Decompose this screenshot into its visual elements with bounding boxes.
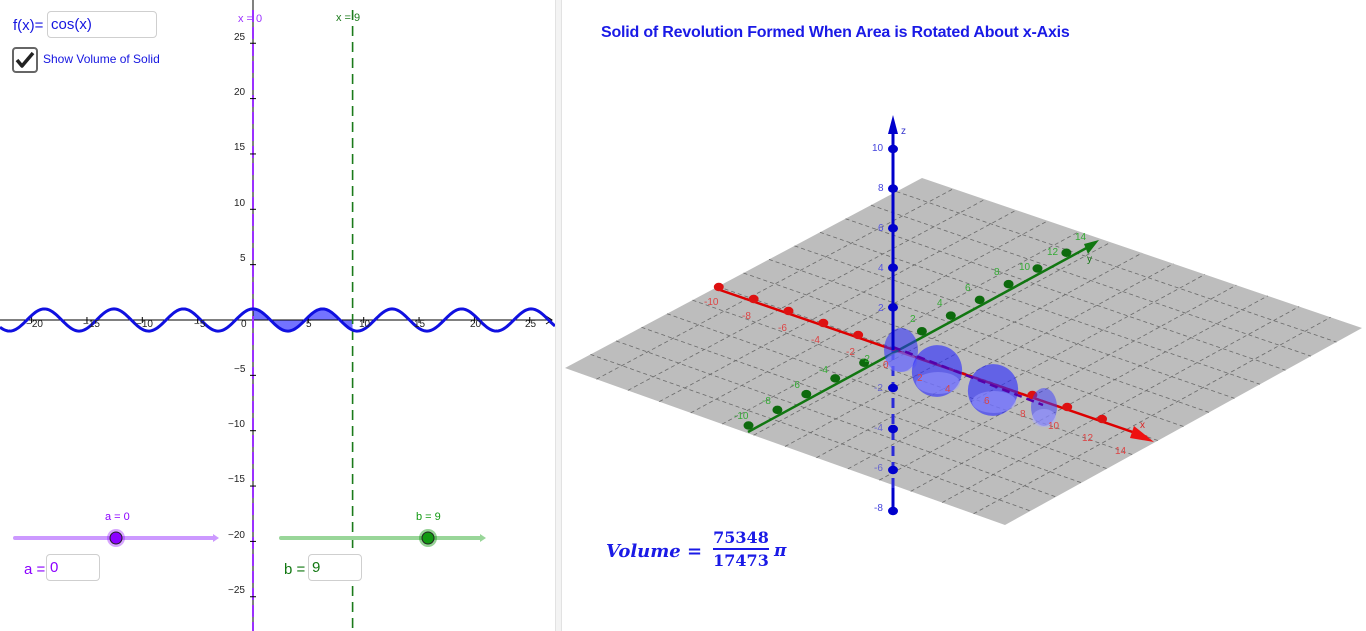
y-tick-label: 15 (234, 142, 246, 153)
x-axis-name: x (1140, 420, 1145, 431)
x-tick-label: −20 (26, 319, 43, 330)
y-tick-label: 12 (1047, 247, 1059, 258)
x-axis-arrow-icon (1130, 426, 1154, 442)
show-volume-checkbox[interactable] (12, 47, 38, 73)
graphics-view-2d[interactable]: −20 −15 −10 −5 0 5 10 15 20 25 25 20 15 … (0, 0, 555, 631)
solid-of-revolution[interactable] (884, 328, 1057, 427)
slider-b-handle[interactable] (421, 531, 435, 545)
z-axis-arrow-icon (888, 115, 898, 134)
pi-symbol: π (774, 541, 787, 561)
y-tick-label: 8 (994, 267, 1000, 278)
graphics-view-3d[interactable]: Solid of Revolution Formed When Area is … (562, 0, 1366, 631)
xy-plane (565, 178, 1362, 525)
y-tick-label: −10 (228, 419, 245, 430)
slider-a-caption: a = 0 (105, 511, 130, 523)
z-tick-label: 4 (878, 263, 884, 274)
y-tick-label: 4 (937, 298, 943, 309)
y-tick-label: -10 (734, 411, 749, 422)
function-input[interactable]: cos(x) (47, 11, 157, 38)
y-tick-label: 20 (234, 87, 246, 98)
slider-b-arrow-icon (480, 534, 486, 542)
z-axis-tick-dots (888, 144, 898, 516)
y-tick-label: −5 (234, 364, 246, 375)
z-tick-label: -6 (874, 463, 883, 474)
a-input[interactable]: 0 (46, 554, 100, 581)
x-tick-label: 10 (359, 319, 371, 330)
x-axis-tick-dots (713, 282, 1108, 424)
y-tick-label: 10 (1019, 262, 1031, 273)
line-b-label: x = 9 (336, 12, 361, 24)
z-tick-label: 10 (872, 143, 884, 154)
checkmark-icon (15, 51, 35, 68)
x-tick-label: 5 (306, 319, 312, 330)
x-tick-label: −5 (194, 319, 206, 330)
y-tick-label: 5 (240, 253, 246, 264)
y-tick-label: -4 (819, 365, 828, 376)
z-tick-label: 6 (878, 223, 884, 234)
slider-b-caption: b = 9 (416, 511, 441, 523)
y-tick-label: 6 (965, 283, 971, 294)
x-tick-label: 25 (525, 319, 537, 330)
z-tick-label: -2 (874, 383, 883, 394)
x-tick-label: 10 (1048, 421, 1060, 432)
x-tick-label: -8 (742, 311, 751, 322)
y-axis-3d (747, 243, 1093, 434)
x-tick-label: 0 (241, 319, 247, 330)
y-tick-label: -8 (762, 396, 771, 407)
volume-fraction: 75348 17473 (713, 528, 769, 570)
x-tick-label: -6 (778, 323, 787, 334)
y-tick-label: 10 (234, 198, 246, 209)
x-tick-label: 4 (945, 384, 951, 395)
y-tick-label: -6 (791, 380, 800, 391)
x-tick-label: −15 (83, 319, 100, 330)
x-tick-label: 0 (883, 360, 889, 371)
line-a-label: x = 0 (238, 13, 263, 25)
x-tick-label: 6 (984, 396, 990, 407)
y-axis-arrow-icon (1084, 240, 1099, 254)
x-tick-label: 20 (470, 319, 482, 330)
z-axis-name: z (901, 126, 906, 137)
graph-2d-canvas[interactable] (0, 0, 555, 631)
x-tick-label: 2 (917, 373, 923, 384)
slider-a-arrow-icon (213, 534, 219, 542)
b-input-label: b = (284, 561, 306, 578)
graph-3d-canvas[interactable] (562, 0, 1366, 631)
function-label: f(x)= (13, 17, 44, 34)
show-volume-label[interactable]: Show Volume of Solid (43, 52, 160, 66)
x-tick-label: -4 (811, 335, 820, 346)
x-tick-label: -10 (704, 297, 719, 308)
x-tick-label: −10 (136, 319, 153, 330)
y-axis-name: y (1087, 254, 1092, 265)
y-tick-label: −15 (228, 474, 245, 485)
x-tick-label: 15 (414, 319, 426, 330)
x-tick-label: 12 (1082, 433, 1094, 444)
y-tick-label: -2 (861, 354, 870, 365)
y-axis-tick-dots (743, 248, 1072, 430)
y-tick-label: −20 (228, 530, 245, 541)
b-input[interactable]: 9 (308, 554, 362, 581)
z-tick-label: -4 (874, 423, 883, 434)
slider-a-handle[interactable] (109, 531, 123, 545)
view-3d-title: Solid of Revolution Formed When Area is … (601, 24, 1070, 41)
volume-numerator: 75348 (713, 528, 769, 550)
y-tick-label: −25 (228, 585, 245, 596)
x-tick-label: -2 (846, 347, 855, 358)
z-tick-label: 8 (878, 183, 884, 194)
volume-label: Volume = (606, 541, 703, 562)
volume-denominator: 17473 (713, 551, 769, 570)
y-tick-label: 25 (234, 32, 246, 43)
x-tick-label: 8 (1020, 409, 1026, 420)
y-tick-label: 2 (910, 314, 916, 325)
z-tick-label: 2 (878, 303, 884, 314)
z-tick-label: -8 (874, 503, 883, 514)
y-tick-label: 14 (1075, 232, 1087, 243)
view-divider[interactable] (555, 0, 562, 631)
x-tick-label: 14 (1115, 446, 1127, 457)
function-curve-f[interactable] (0, 307, 555, 333)
a-input-label: a = (24, 561, 46, 578)
